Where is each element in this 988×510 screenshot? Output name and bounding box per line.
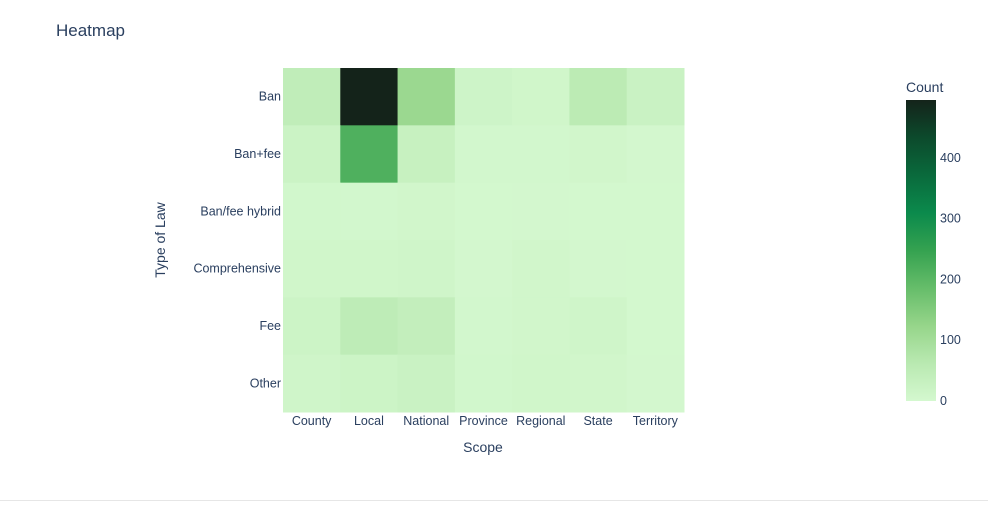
- colorbar-tick-label: 0: [940, 394, 947, 408]
- heatmap-cell[interactable]: [626, 297, 685, 356]
- y-tick-label: Fee: [259, 319, 281, 333]
- heatmap-cell[interactable]: [626, 182, 685, 241]
- x-tick-label: Local: [354, 414, 384, 428]
- heatmap-cell[interactable]: [397, 182, 456, 241]
- heatmap-cell[interactable]: [340, 297, 399, 356]
- heatmap-cell[interactable]: [454, 68, 513, 126]
- y-tick-labels: Ban Ban+fee Ban/fee hybrid Comprehensive Fee…: [193, 90, 281, 391]
- colorbar-tick-label: 300: [940, 212, 961, 226]
- heatmap-cell[interactable]: [340, 240, 399, 298]
- x-tick-label: Province: [459, 414, 508, 428]
- y-tick-label: Ban/fee hybrid: [200, 204, 281, 218]
- heatmap-cell[interactable]: [569, 240, 628, 298]
- heatmap-cell[interactable]: [512, 68, 570, 126]
- y-tick-label: Comprehensive: [193, 262, 281, 276]
- heatmap-cell[interactable]: [454, 240, 513, 298]
- heatmap-cell[interactable]: [340, 125, 399, 184]
- heatmap-cell[interactable]: [454, 125, 513, 184]
- heatmap-cell[interactable]: [283, 68, 341, 126]
- heatmap-cell[interactable]: [397, 240, 456, 298]
- heatmap-cell[interactable]: [626, 125, 685, 184]
- heatmap-cell[interactable]: [626, 68, 685, 126]
- heatmap-cell[interactable]: [512, 182, 570, 241]
- colorbar: [906, 100, 936, 401]
- heatmap-cell[interactable]: [626, 240, 685, 298]
- x-tick-label: Regional: [516, 414, 565, 428]
- y-tick-label: Other: [250, 376, 281, 390]
- heatmap-cell[interactable]: [569, 297, 628, 356]
- colorbar-tick-label: 200: [940, 272, 961, 286]
- colorbar-tick-label: 100: [940, 333, 961, 347]
- x-tick-label: County: [292, 414, 332, 428]
- heatmap-cell[interactable]: [569, 125, 628, 184]
- heatmap-cell[interactable]: [397, 125, 456, 184]
- heatmap-cell[interactable]: [512, 240, 570, 298]
- y-axis-label: Type of Law: [152, 201, 168, 277]
- x-tick-label: State: [583, 414, 612, 428]
- x-tick-label: National: [403, 414, 449, 428]
- heatmap-cell[interactable]: [454, 182, 513, 241]
- heatmap-cell[interactable]: [397, 354, 456, 413]
- heatmap-cell[interactable]: [283, 354, 341, 413]
- bottom-divider: [0, 500, 988, 501]
- heatmap-cell[interactable]: [283, 125, 341, 184]
- heatmap-cell[interactable]: [569, 182, 628, 241]
- heatmap-cell[interactable]: [283, 182, 341, 241]
- colorbar-tick-label: 400: [940, 151, 961, 165]
- heatmap-cell[interactable]: [626, 354, 685, 413]
- y-tick-label: Ban+fee: [234, 147, 281, 161]
- heatmap-cell[interactable]: [340, 354, 399, 413]
- heatmap-cell[interactable]: [283, 297, 341, 356]
- heatmap-cell[interactable]: [512, 125, 570, 184]
- heatmap-cell[interactable]: [569, 68, 628, 126]
- heatmap-cell[interactable]: [569, 354, 628, 413]
- colorbar-ticks: 0 100 200 300 400: [940, 151, 961, 408]
- heatmap-cell[interactable]: [283, 240, 341, 298]
- colorbar-title: Count: [906, 79, 943, 95]
- x-tick-labels: County Local National Province Regional State…: [292, 414, 679, 428]
- x-axis-label: Scope: [463, 439, 503, 455]
- heatmap-cell[interactable]: [397, 68, 456, 126]
- heatmap-cell[interactable]: [340, 68, 399, 126]
- heatmap-cells: [283, 68, 685, 413]
- x-tick-label: Territory: [633, 414, 679, 428]
- chart-title: Heatmap: [56, 21, 125, 40]
- heatmap-cell[interactable]: [397, 297, 456, 356]
- heatmap-cell[interactable]: [512, 354, 570, 413]
- heatmap-cell[interactable]: [340, 182, 399, 241]
- heatmap-cell[interactable]: [454, 297, 513, 356]
- y-tick-label: Ban: [259, 90, 281, 104]
- heatmap-cell[interactable]: [512, 297, 570, 356]
- heatmap-cell[interactable]: [454, 354, 513, 413]
